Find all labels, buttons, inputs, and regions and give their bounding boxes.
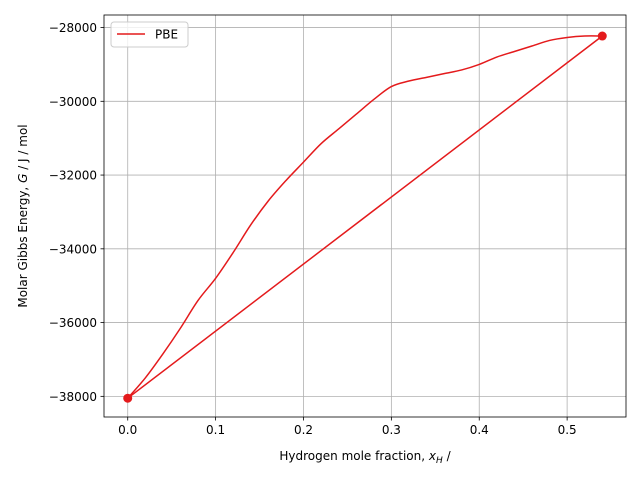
ticks: 0.0 0.1 0.2 0.3 0.4 0.5 −38000 −36000 −34000 −320…	[49, 21, 577, 437]
x-tick-label: 0.2	[294, 423, 313, 437]
data-point-marker-1	[597, 31, 607, 41]
plot-frame	[103, 14, 627, 418]
grid	[104, 15, 626, 417]
legend-label-pbe: PBE	[155, 28, 178, 42]
series-line-1	[127, 35, 603, 399]
y-tick-label: −32000	[49, 169, 97, 183]
x-tick-label: 0.4	[470, 423, 489, 437]
y-tick-label: −38000	[49, 390, 97, 404]
y-axis-label-suffix: / J / mol	[16, 124, 30, 173]
x-axis-label-suffix: /	[443, 449, 452, 463]
y-axis-label: Molar Gibbs Energy, G / J / mol	[16, 124, 30, 307]
legend-box	[110, 21, 189, 48]
x-axis-label-prefix: Hydrogen mole fraction,	[279, 449, 428, 463]
x-axis-label-subscript: H	[436, 456, 443, 466]
x-axis-label-symbol: x	[428, 449, 437, 463]
x-axis-label: Hydrogen mole fraction, xH /	[279, 449, 451, 466]
y-tick-label: −30000	[49, 95, 97, 109]
y-tick-label: −36000	[49, 316, 97, 330]
series-layer	[123, 31, 607, 403]
legend: PBE	[110, 21, 189, 48]
y-tick-label: −34000	[49, 242, 97, 256]
x-tick-label: 0.3	[382, 423, 401, 437]
y-tick-label: −28000	[49, 21, 97, 35]
x-tick-label: 0.1	[206, 423, 225, 437]
series-line-0	[127, 35, 603, 399]
y-axis-label-prefix: Molar Gibbs Energy,	[16, 183, 30, 308]
x-tick-label: 0.5	[558, 423, 577, 437]
y-axis-label-symbol: G	[16, 174, 30, 183]
data-point-marker-0	[123, 393, 133, 403]
x-tick-label: 0.0	[118, 423, 137, 437]
